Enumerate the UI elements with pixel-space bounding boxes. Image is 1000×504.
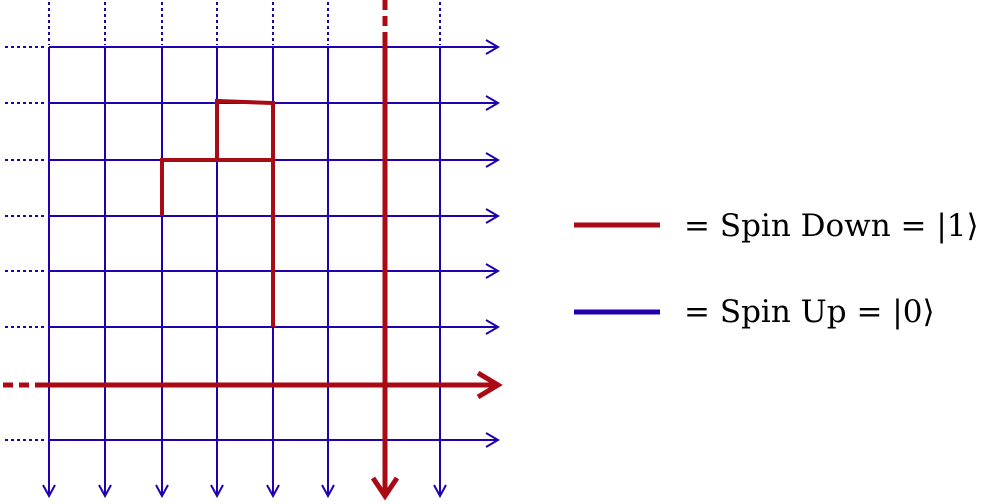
spin-down-column-arrowhead [370,476,400,501]
row-4-arrowhead [485,263,500,279]
row-0-arrowhead [485,39,500,55]
column-4-arrowhead [266,484,280,499]
row-1-arrowhead [485,95,500,111]
row-5-arrowhead [485,319,500,335]
column-0-arrowhead [42,484,56,499]
column-7-arrowhead [433,484,447,499]
spin-down-row-arrowhead [476,370,503,400]
column-3-arrowhead [210,484,224,499]
row-3-arrowhead [485,208,500,224]
spin-down-loop-path [160,98,275,327]
spin-down-loop-segment-b [215,98,275,327]
lattice-grid [3,0,503,501]
spin-down-loop-segment-a [160,158,273,216]
column-2-arrowhead [155,484,169,499]
legend: = Spin Down = |1⟩ = Spin Up = |0⟩ [574,208,979,330]
legend-spin-down-label: = Spin Down = |1⟩ [684,208,979,244]
row-7-arrowhead [485,432,500,448]
legend-spin-up-label: = Spin Up = |0⟩ [684,294,935,330]
column-5-arrowhead [321,484,335,499]
row-2-arrowhead [485,152,500,168]
column-1-arrowhead [98,484,112,499]
